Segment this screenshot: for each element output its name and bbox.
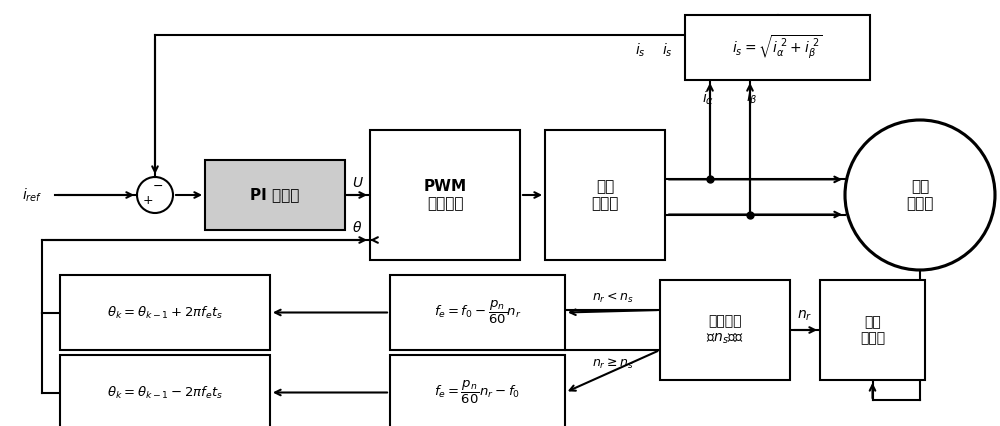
Bar <box>685 15 870 80</box>
Bar <box>390 355 565 426</box>
Text: $i_{ref}$: $i_{ref}$ <box>22 186 42 204</box>
Text: $n_r$: $n_r$ <box>797 309 813 323</box>
Text: PI 控制器: PI 控制器 <box>250 187 300 202</box>
Text: $i_\alpha$: $i_\alpha$ <box>702 89 714 106</box>
Text: $f_e=f_0-\dfrac{p_n}{60}n_r$: $f_e=f_0-\dfrac{p_n}{60}n_r$ <box>434 299 521 326</box>
Text: $\theta_k=\theta_{k-1}-2\pi f_e t_s$: $\theta_k=\theta_{k-1}-2\pi f_e t_s$ <box>107 384 223 400</box>
Text: $i_s$: $i_s$ <box>635 41 645 59</box>
Bar <box>370 130 520 260</box>
Text: $f_e=\dfrac{p_n}{60}n_r-f_0$: $f_e=\dfrac{p_n}{60}n_r-f_0$ <box>434 379 521 406</box>
Text: $n_r\geq n_s$: $n_r\geq n_s$ <box>592 357 633 371</box>
Text: $n_r<n_s$: $n_r<n_s$ <box>592 291 633 305</box>
Text: 与中间转
速$n_s$比较: 与中间转 速$n_s$比较 <box>706 314 744 346</box>
Bar <box>60 275 270 350</box>
Text: 转速
传感器: 转速 传感器 <box>860 315 885 345</box>
Text: +: + <box>143 193 153 207</box>
Text: $\theta$: $\theta$ <box>352 221 363 236</box>
Text: $\theta_k=\theta_{k-1}+2\pi f_e t_s$: $\theta_k=\theta_{k-1}+2\pi f_e t_s$ <box>107 305 223 320</box>
Bar <box>390 275 565 350</box>
Text: $U$: $U$ <box>352 176 363 190</box>
Text: PWM
调制方法: PWM 调制方法 <box>423 179 467 211</box>
Bar <box>60 355 270 426</box>
Text: $i_s$: $i_s$ <box>662 41 673 59</box>
Bar <box>545 130 665 260</box>
Bar <box>660 280 790 380</box>
Text: $i_\beta$: $i_\beta$ <box>746 88 758 108</box>
Text: $i_s=\sqrt{i_\alpha^{\ 2}+i_\beta^{\ 2}}$: $i_s=\sqrt{i_\alpha^{\ 2}+i_\beta^{\ 2}}… <box>732 34 823 61</box>
Text: 两相
励磁机: 两相 励磁机 <box>906 179 934 211</box>
Bar <box>205 160 345 230</box>
Bar <box>820 280 925 380</box>
Text: 两相
逆变器: 两相 逆变器 <box>591 179 619 211</box>
Text: $-$: $-$ <box>152 178 164 192</box>
